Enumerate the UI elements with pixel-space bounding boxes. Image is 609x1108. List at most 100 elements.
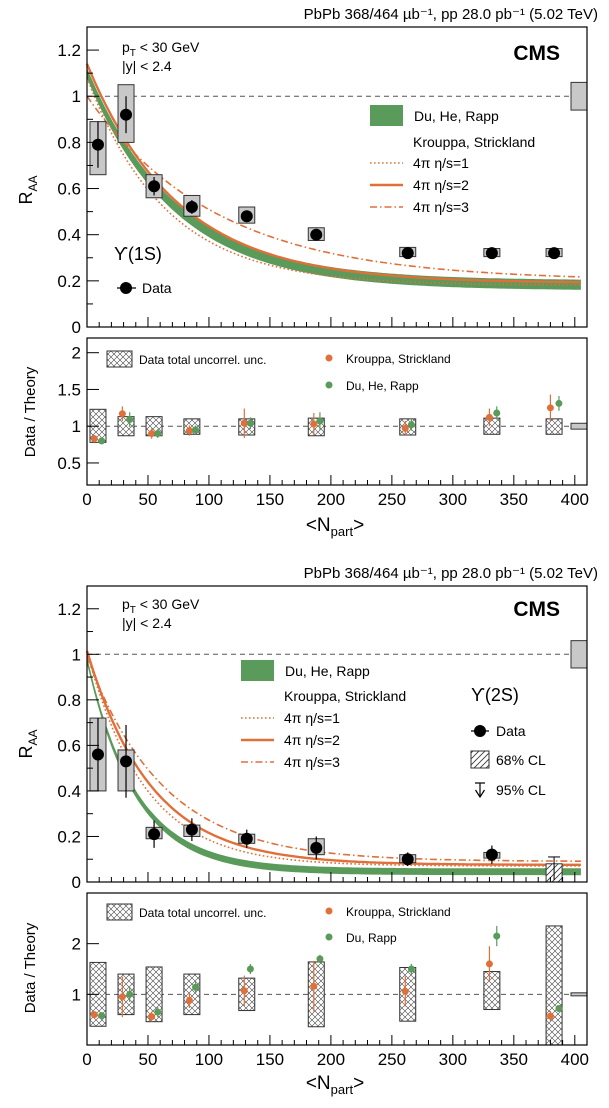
xlabel-npart: <Npart> [306,515,364,539]
ratio-du-point [192,983,200,991]
y-tick-label: 0.4 [57,226,81,245]
ratio-ks-point [240,419,248,427]
ratio-ks-point [148,430,156,438]
ratio-ks-point [546,404,554,412]
ratio-du-point [316,955,324,963]
ratio-du-point [316,417,324,425]
raa-panel-1s: 0 0.2 0.4 0.6 0.8 1 1.2 CMS pT < 30 GeV |y| < … [16,26,588,337]
ratio-unc-box [545,925,563,1046]
ratio-unc-box [183,973,201,1016]
ratio-legend-ks-label: Krouppa, Strickland [346,905,451,919]
ratio-legend-ks-marker [325,907,333,915]
y-tick-label: 0.8 [57,691,81,710]
ratio-legend-du-marker [325,381,333,389]
legend-cl95-label: 95% CL [496,782,546,798]
x-tick-label: 300 [439,1050,467,1069]
ratio-du-point [154,1008,162,1016]
ratio-ks-point [90,435,98,443]
legend-data-marker [474,725,486,737]
legend-1s: Du, He, Rapp Krouppa, Strickland 4π η/s=… [114,105,535,296]
data-point [240,832,253,845]
ratio-unc-box [238,977,256,1012]
ratio-y-tick-label: 1 [72,417,81,436]
legend-eta1-label: 4π η/s=1 [413,155,469,171]
raa-panel-2s: 0 0.2 0.4 0.6 0.8 1 1.2 CMS pT < 30 GeV |y| < … [16,585,588,892]
ks-eta1-curve [86,77,581,286]
x-tick-label: 400 [561,1050,589,1069]
ratio-global-unc-box [570,992,588,997]
plot-frame [86,26,588,328]
data-point [185,823,198,836]
legend-cl95-arrow [474,782,486,799]
legend-eta3-label: 4π η/s=3 [413,199,469,215]
ratio-ks-point [310,982,318,990]
ylabel-raa: RAA [16,729,40,758]
legend-du-swatch [241,660,274,681]
y-tick-label: 1 [72,87,81,106]
x-tick-label: 200 [317,1050,345,1069]
ylabel-raa: RAA [16,175,40,204]
data-point [91,748,104,761]
cms-label: CMS [513,42,560,65]
global-unc-box [570,81,588,111]
y-tick-label: 1.2 [57,600,81,619]
ks-eta3-curve [86,95,581,278]
data-point [120,108,133,121]
data-point [401,853,414,866]
x-tick-label: 100 [195,1050,223,1069]
ratio-legend-box-label: Data total uncorrel. unc. [139,906,266,920]
ratio-du-point [246,965,254,973]
x-tick-label: 50 [139,1050,158,1069]
ratio-legend-ks-label: Krouppa, Strickland [346,352,451,366]
ratio-du-point [407,421,415,429]
header-text: PbPb 368/464 µb⁻¹, pp 28.0 pb⁻¹ (5.02 Te… [304,565,598,582]
ratio-unc-box [545,418,563,435]
data-point [548,247,561,260]
ratio-legend-du-label: Du, Rapp [346,931,397,945]
cut-pt: pT < 30 GeV [122,596,200,616]
legend-eta2-label: 4π η/s=2 [284,732,340,748]
cut-y: |y| < 2.4 [122,58,172,74]
ratio-y-tick-label: 2 [72,935,81,954]
y-tick-label: 0.6 [57,180,81,199]
ks-eta2-curve [85,650,581,866]
y-tick-label: 0.2 [57,827,81,846]
ratio-ks-point [485,960,493,968]
x-tick-label: 150 [256,490,284,509]
x-tick-label: 0 [82,490,91,509]
cms-label: CMS [513,598,560,621]
y-tick-label: 0.4 [57,782,81,801]
legend-ks-label: Krouppa, Strickland [284,688,406,704]
ratio-ks-point [401,987,409,995]
ratio-du-point [154,430,162,438]
y-tick-label: 0.2 [57,272,81,291]
ratio-global-unc-box [570,422,588,430]
ratio-du-point [192,426,200,434]
ratio-panel-2s: 1 2 0 50 100 150 200 250 300 350 400 Data / Theor… [22,892,589,1097]
du-he-rapp-band [87,68,581,290]
cut-y: |y| < 2.4 [122,615,172,631]
ratio-unc-box [307,961,325,1028]
data-point [240,210,253,223]
data-point [310,228,323,241]
ratio-ks-point [546,1012,554,1020]
data-point [485,848,498,861]
y-tick-label: 1 [72,645,81,664]
x-tick-label: 300 [439,490,467,509]
x-tick-label: 250 [378,490,406,509]
ratio-legend-du-marker [325,933,333,941]
legend-du-label: Du, He, Rapp [414,108,499,124]
ratio-unc-box [483,417,501,435]
cut-pt: pT < 30 GeV [122,39,200,59]
x-tick-label: 400 [561,490,589,509]
upsilon-2s-figure: PbPb 368/464 µb⁻¹, pp 28.0 pb⁻¹ (5.02 Te… [16,565,598,1097]
ratio-ks-point [148,1013,156,1021]
ratio-panel-1s: 0.5 1 1.5 2 0 50 100 150 200 250 300 350 400 Data /… [22,337,589,539]
y-tick-label: 0 [72,318,81,337]
ratio-frame [86,892,588,1046]
ratio-du-point [246,419,254,427]
ratio-du-point [555,399,563,407]
plot-frame [86,585,588,883]
ratio-du-point [126,416,134,424]
xlabel-npart: <Npart> [306,1073,364,1097]
